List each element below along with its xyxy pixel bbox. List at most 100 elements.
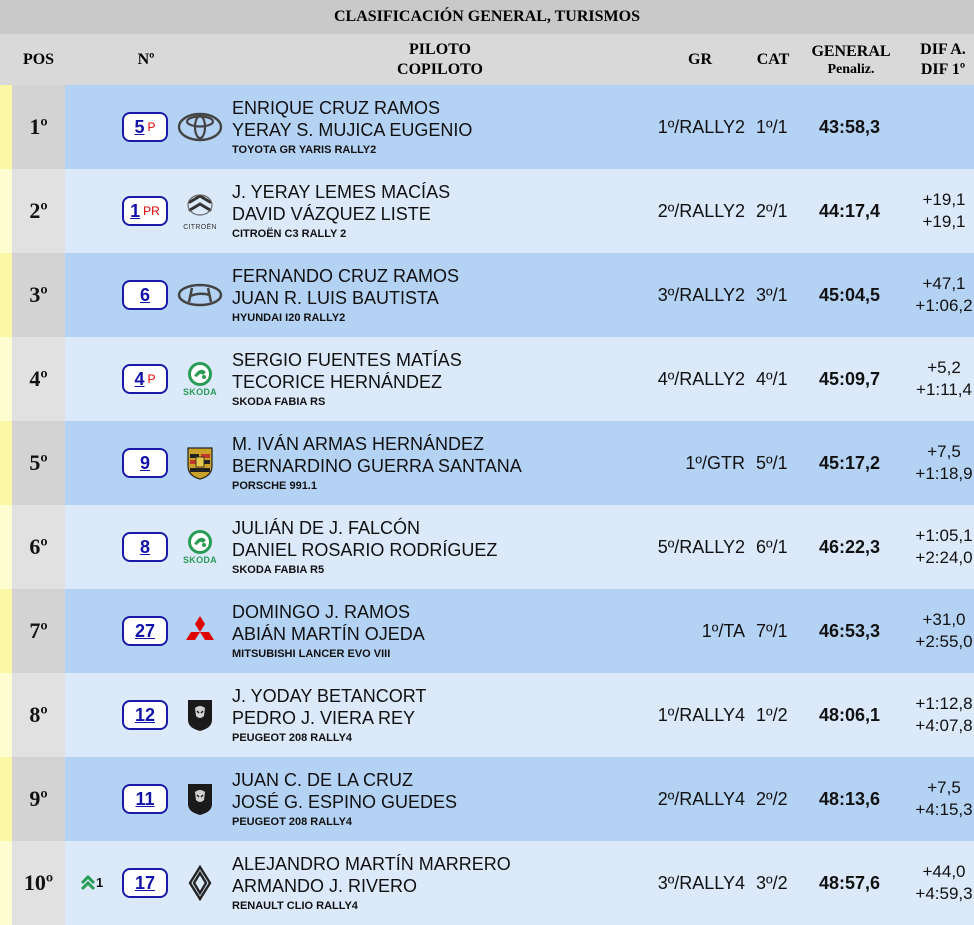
- position-label: 4º: [29, 366, 48, 391]
- position-cell: 8º: [0, 673, 65, 757]
- diff-previous: +7,5: [927, 442, 961, 461]
- renault-logo: [176, 861, 224, 905]
- driver-name: J. YODAY BETANCORT: [232, 686, 427, 706]
- car-number-link[interactable]: 8: [122, 532, 168, 562]
- header-piloto-copiloto: PILOTO COPILOTO: [397, 40, 483, 78]
- header-number: Nº: [137, 50, 155, 68]
- position-label: 7º: [29, 618, 48, 643]
- time-differences: +7,5 +1:18,9: [912, 421, 974, 505]
- car-number[interactable]: 27: [134, 620, 156, 641]
- position-change: 1: [80, 874, 103, 890]
- peugeot-logo: [176, 777, 224, 821]
- codriver-name: ABIÁN MARTÍN OJEDA: [232, 624, 425, 644]
- header-cat: CAT: [756, 50, 790, 68]
- skoda-logo: SKODA: [176, 357, 224, 401]
- brand-logo-text: SKODA: [182, 555, 217, 565]
- codriver-name: PEDRO J. VIERA REY: [232, 708, 416, 728]
- time-differences: +1:05,1 +2:24,0: [912, 505, 974, 589]
- codriver-name: JOSÉ G. ESPINO GUEDES: [232, 792, 458, 812]
- skoda-logo: SKODA: [176, 525, 224, 569]
- codriver-name: TECORICE HERNÁNDEZ: [232, 372, 443, 392]
- codriver-name: ARMANDO J. RIVERO: [232, 876, 418, 896]
- general-time: 48:13,6: [819, 788, 881, 809]
- driver-name: JUAN C. DE LA CRUZ: [232, 770, 414, 790]
- crew-names: J. YODAY BETANCORT PEDRO J. VIERA REY: [232, 685, 426, 729]
- table-row: 4º 4 P SKODA SERGIO FUENTES MATÍAS TECORICE H…: [0, 337, 974, 421]
- group-position: 1º/RALLY2: [657, 116, 745, 137]
- diff-leader: +4:15,3: [915, 800, 973, 819]
- position-label: 9º: [29, 786, 48, 811]
- car-number[interactable]: 8: [139, 536, 150, 557]
- category-position: 3º/1: [756, 284, 788, 305]
- car-number[interactable]: 17: [134, 872, 156, 893]
- group-position: 5º/RALLY2: [657, 536, 745, 557]
- car-number-link[interactable]: 1 PR: [122, 196, 168, 226]
- car-number-link[interactable]: 17: [122, 868, 168, 898]
- diff-leader: +4:59,3: [915, 884, 973, 903]
- car-number-link[interactable]: 27: [122, 616, 168, 646]
- crew-names: FERNANDO CRUZ RAMOS JUAN R. LUIS BAUTISTA: [232, 265, 459, 309]
- group-position: 3º/RALLY2: [657, 284, 745, 305]
- car-number[interactable]: 11: [135, 788, 155, 809]
- group-position: 4º/RALLY2: [657, 368, 745, 389]
- table-row: 6º 8 SKODA JULIÁN DE J. FALCÓN DANIEL ROSARI…: [0, 505, 974, 589]
- car-number[interactable]: 1: [130, 200, 141, 221]
- header-gr: GR: [688, 50, 712, 68]
- driver-name: ALEJANDRO MARTÍN MARRERO: [232, 854, 511, 874]
- position-cell: 7º: [0, 589, 65, 673]
- driver-name: DOMINGO J. RAMOS: [232, 602, 411, 622]
- car-number-link[interactable]: 12: [122, 700, 168, 730]
- time-differences: +47,1 +1:06,2: [912, 253, 974, 337]
- car-number-link[interactable]: 6: [122, 280, 168, 310]
- table-row: 3º 6 FERNANDO CRUZ RAMOS JUAN R. LUIS BAUTI…: [0, 253, 974, 337]
- crew-names: JUAN C. DE LA CRUZ JOSÉ G. ESPINO GUEDES: [232, 769, 457, 813]
- category-position: 2º/2: [756, 788, 788, 809]
- time-differences: +1:12,8 +4:07,8: [912, 673, 974, 757]
- car-model: PEUGEOT 208 RALLY4: [232, 816, 353, 828]
- category-position: 1º/1: [756, 116, 788, 137]
- car-number[interactable]: 5: [134, 116, 145, 137]
- category-position: 2º/1: [756, 200, 788, 221]
- mitsubishi-logo: [176, 609, 224, 653]
- position-label: 10º: [23, 870, 54, 895]
- codriver-name: DANIEL ROSARIO RODRÍGUEZ: [232, 540, 498, 560]
- time-differences: +5,2 +1:11,4: [912, 337, 974, 421]
- car-model: SKODA FABIA R5: [232, 564, 325, 576]
- diff-previous: +7,5: [927, 778, 961, 797]
- general-time: 48:57,6: [819, 872, 881, 893]
- car-number[interactable]: 4: [134, 368, 145, 389]
- diff-previous: +5,2: [927, 358, 961, 377]
- general-time: 43:58,3: [819, 116, 881, 137]
- position-cell: 5º: [0, 421, 65, 505]
- group-position: 2º/RALLY2: [657, 200, 745, 221]
- header-dif: DIF A. DIF 1º: [920, 40, 966, 78]
- crew-names: JULIÁN DE J. FALCÓN DANIEL ROSARIO RODRÍG…: [232, 517, 497, 561]
- group-position: 1º/RALLY4: [657, 704, 745, 725]
- car-number[interactable]: 9: [139, 452, 150, 473]
- brand-logo-text: CITROËN: [183, 224, 217, 231]
- crew-names: ALEJANDRO MARTÍN MARRERO ARMANDO J. RIVER…: [232, 853, 511, 897]
- driver-name: FERNANDO CRUZ RAMOS: [232, 266, 460, 286]
- priority-badge: PR: [143, 204, 160, 218]
- car-number-link[interactable]: 11: [122, 784, 168, 814]
- car-number[interactable]: 12: [134, 704, 156, 725]
- category-position: 1º/2: [756, 704, 788, 725]
- driver-name: JULIÁN DE J. FALCÓN: [232, 518, 421, 538]
- diff-leader: +1:18,9: [915, 464, 973, 483]
- time-differences: +31,0 +2:55,0: [912, 589, 974, 673]
- position-cell: 3º: [0, 253, 65, 337]
- general-time: 44:17,4: [819, 200, 881, 221]
- crew-names: DOMINGO J. RAMOS ABIÁN MARTÍN OJEDA: [232, 601, 425, 645]
- position-label: 6º: [29, 534, 48, 559]
- diff-previous: +1:05,1: [915, 526, 973, 545]
- general-time: 46:22,3: [819, 536, 881, 557]
- car-model: MITSUBISHI LANCER EVO VIII: [232, 648, 391, 660]
- car-number[interactable]: 6: [139, 284, 150, 305]
- time-differences: [912, 85, 974, 169]
- car-number-link[interactable]: 9: [122, 448, 168, 478]
- diff-previous: +1:12,8: [915, 694, 973, 713]
- table-row: 5º 9 M. IVÁN ARMAS HERNÁNDEZ BERNARDINO GUE…: [0, 421, 974, 505]
- toyota-logo: [176, 105, 224, 149]
